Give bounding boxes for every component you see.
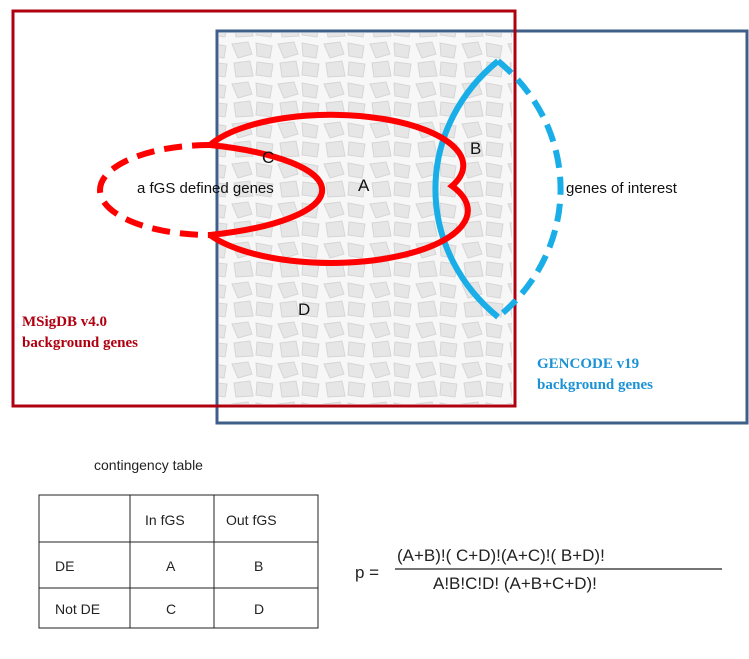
genes-of-interest-ellipse-solid [432, 58, 500, 320]
cell-de-in: A [166, 558, 176, 574]
fgs-ellipse-dashed [97, 142, 211, 238]
msigdb-label-line1: MSigDB v4.0 [22, 314, 107, 330]
region-d-label: D [298, 300, 310, 319]
fgs-ellipse-solid [209, 142, 326, 238]
msigdb-label-line2: background genes [22, 335, 138, 351]
msigdb-background-box [11, 9, 517, 408]
cell-notde-out: D [254, 601, 264, 617]
region-a-label: A [358, 176, 370, 195]
gencode-label-line2: background genes [537, 377, 653, 393]
row-label-not-de: Not DE [55, 601, 100, 617]
contingency-table-title: contingency table [94, 457, 203, 473]
fgs-defined-genes-label: a fGS defined genes [137, 180, 274, 197]
region-b-label: B [470, 139, 481, 158]
column-header-out-fgs: Out fGS [226, 512, 277, 528]
gencode-label-line1: GENCODE v19 [537, 356, 639, 372]
column-header-in-fgs: In fGS [145, 512, 185, 528]
region-c-label: C [262, 148, 274, 167]
formula-denominator: A!B!C!D! (A+B+C+D)! [433, 574, 597, 593]
genes-of-interest-label: genes of interest [566, 180, 678, 197]
cell-de-out: B [254, 558, 263, 574]
genes-of-interest-ellipse-dashed [496, 58, 564, 320]
fgs-ellipse-solid-right [208, 111, 471, 266]
formula-numerator: (A+B)!( C+D)!(A+C)!( B+D)! [397, 546, 605, 565]
cell-notde-in: C [166, 601, 176, 617]
formula-lhs: p = [355, 563, 379, 582]
contingency-table [38, 494, 319, 629]
row-label-de: DE [55, 558, 74, 574]
